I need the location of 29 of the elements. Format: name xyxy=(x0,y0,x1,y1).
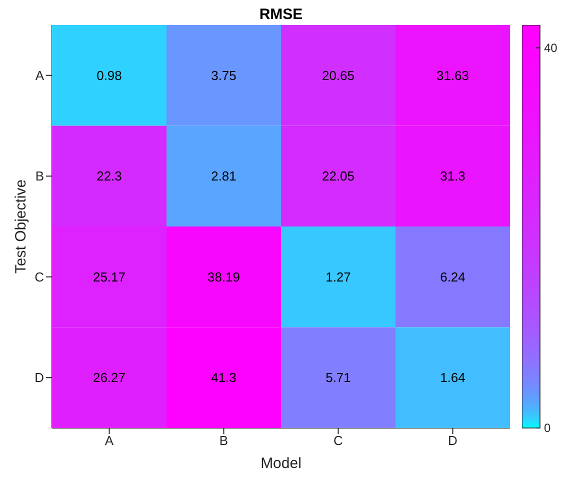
data-label: 22.3 xyxy=(96,168,122,184)
y-tick-label: D xyxy=(34,370,44,386)
y-axis-title: Test Objective xyxy=(12,179,30,274)
y-tick-label: C xyxy=(34,269,44,284)
data-label: 25.17 xyxy=(92,269,126,284)
x-tick-label: A xyxy=(104,433,114,448)
y-tick-label: A xyxy=(35,68,44,83)
data-label: 3.75 xyxy=(211,68,236,83)
y-tick-label: B xyxy=(35,168,44,184)
x-tick-label: C xyxy=(334,433,343,448)
data-label: 31.63 xyxy=(436,68,470,83)
data-label: 26.27 xyxy=(92,370,126,386)
data-label: 2.81 xyxy=(211,168,236,184)
chart-title: RMSE xyxy=(258,7,304,23)
x-axis-title: Model xyxy=(260,455,302,472)
data-label: 6.24 xyxy=(440,269,466,284)
data-label: 1.64 xyxy=(440,370,466,386)
data-label: 22.05 xyxy=(322,168,355,184)
x-tick-label: D xyxy=(448,433,458,448)
color-bar-label: 40 xyxy=(544,40,558,55)
data-label: 31.3 xyxy=(440,168,466,184)
color-bar-label: 0 xyxy=(544,421,551,435)
data-label: 5.71 xyxy=(326,370,351,386)
data-label: 0.98 xyxy=(96,68,122,83)
data-label: 1.27 xyxy=(326,269,351,284)
data-label: 41.3 xyxy=(211,370,236,386)
data-label: 20.65 xyxy=(322,68,355,83)
data-label: 38.19 xyxy=(207,269,240,284)
x-tick-label: B xyxy=(219,433,228,448)
